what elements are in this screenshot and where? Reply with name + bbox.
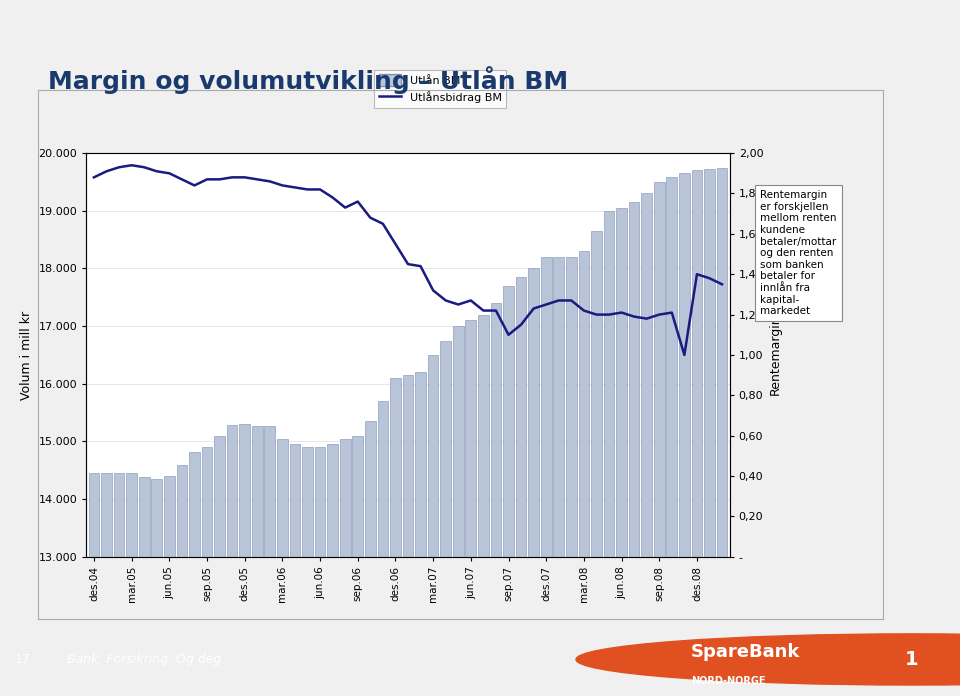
Bar <box>705 169 715 696</box>
Bar <box>177 464 187 696</box>
Text: Margin og volumutvikling – Utlån BM: Margin og volumutvikling – Utlån BM <box>48 66 568 94</box>
Bar <box>101 473 111 696</box>
Bar <box>553 257 564 696</box>
Bar <box>629 202 639 696</box>
Bar <box>239 424 250 696</box>
Bar <box>566 257 577 696</box>
Legend: Utlån BM, Utlånsbidrag BM: Utlån BM, Utlånsbidrag BM <box>374 70 506 108</box>
Bar <box>113 473 125 696</box>
Bar <box>127 473 137 696</box>
Bar <box>277 438 288 696</box>
Bar <box>302 448 313 696</box>
Bar <box>666 177 677 696</box>
Bar <box>441 340 451 696</box>
Bar <box>189 452 200 696</box>
Text: SpareBank: SpareBank <box>691 643 801 661</box>
Y-axis label: Rentemargin: Rentemargin <box>769 315 781 395</box>
Bar <box>202 448 212 696</box>
Bar <box>691 171 703 696</box>
Y-axis label: Volum i mill kr: Volum i mill kr <box>20 310 33 400</box>
Bar <box>352 436 363 696</box>
Bar <box>377 401 388 696</box>
Bar <box>252 427 263 696</box>
Bar <box>315 448 325 696</box>
Text: NORD-NORGE: NORD-NORGE <box>691 677 766 686</box>
Bar <box>654 182 664 696</box>
Bar <box>402 375 414 696</box>
Bar <box>214 436 225 696</box>
Text: 17: 17 <box>14 653 31 666</box>
Bar <box>616 208 627 696</box>
Bar <box>390 378 400 696</box>
Bar <box>227 425 237 696</box>
Bar <box>641 193 652 696</box>
Text: 1: 1 <box>905 650 919 669</box>
Bar <box>264 427 276 696</box>
Bar <box>88 473 99 696</box>
Bar <box>478 315 489 696</box>
Bar <box>717 168 728 696</box>
Bar <box>164 476 175 696</box>
Circle shape <box>576 634 960 685</box>
Bar <box>466 320 476 696</box>
Bar <box>290 444 300 696</box>
Bar <box>540 257 552 696</box>
Bar <box>491 303 501 696</box>
Bar <box>152 479 162 696</box>
Bar <box>340 438 350 696</box>
Text: Bank. Forsikring. Og deg.: Bank. Forsikring. Og deg. <box>67 653 226 666</box>
Bar <box>604 211 614 696</box>
Bar <box>679 173 689 696</box>
Bar <box>453 326 464 696</box>
Bar <box>327 444 338 696</box>
Text: Rentemargin
er forskjellen
mellom renten
kundene
betaler/mottar
og den renten
so: Rentemargin er forskjellen mellom renten… <box>760 190 836 316</box>
Bar <box>516 277 526 696</box>
Bar <box>416 372 426 696</box>
Bar <box>591 231 602 696</box>
Bar <box>428 355 439 696</box>
Bar <box>365 421 375 696</box>
Bar <box>139 477 150 696</box>
Bar <box>503 286 514 696</box>
Bar <box>579 251 589 696</box>
Bar <box>528 269 539 696</box>
